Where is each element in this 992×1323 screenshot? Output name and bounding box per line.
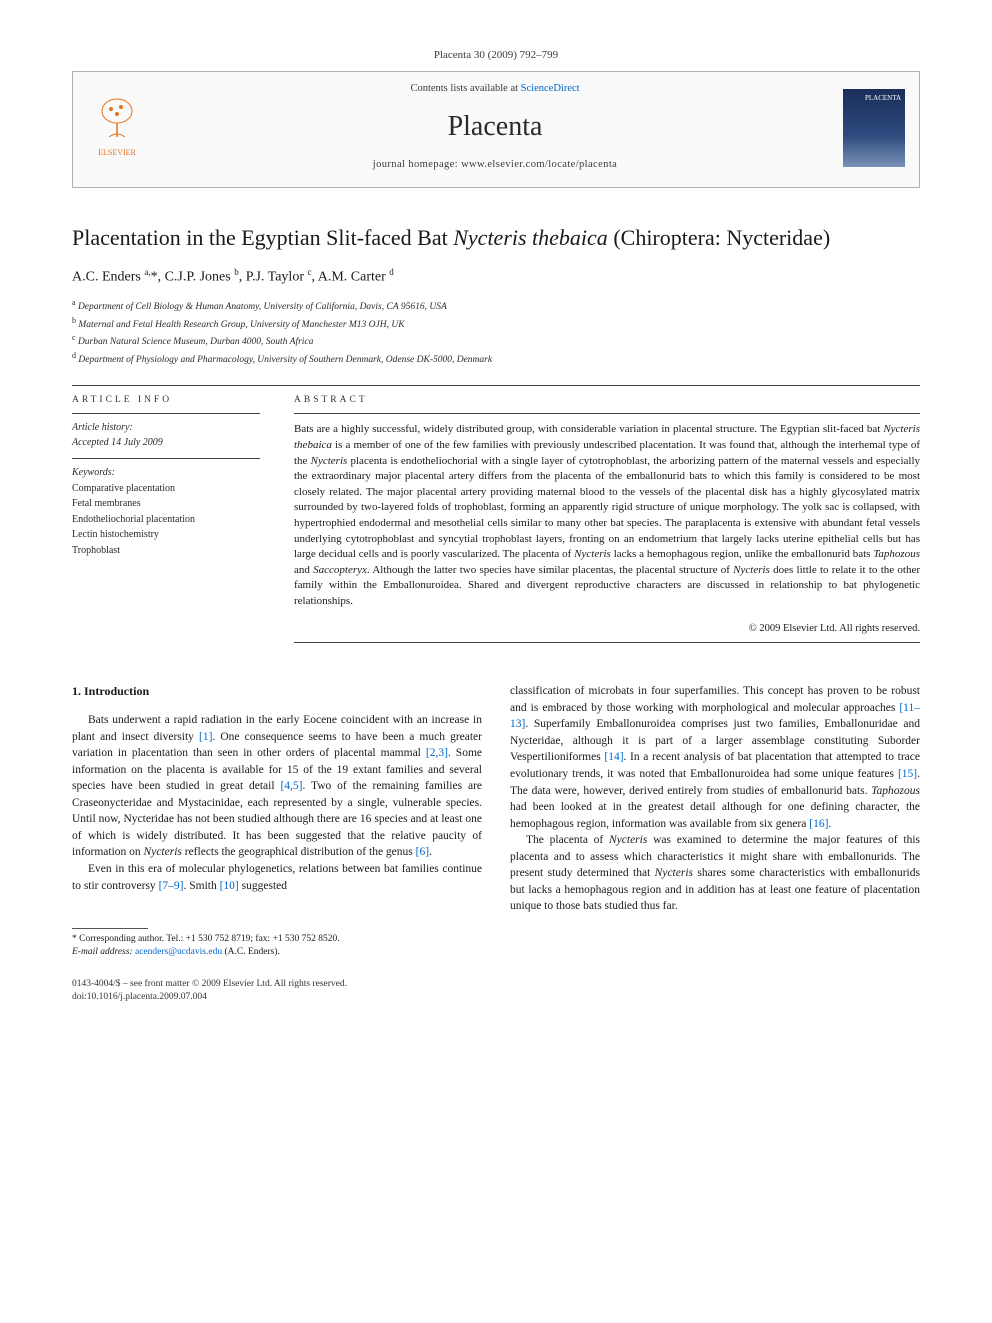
- article-info-sidebar: ARTICLE INFO Article history: Accepted 1…: [72, 386, 260, 643]
- corresponding-email-link[interactable]: acenders@ucdavis.edu: [135, 947, 222, 957]
- article-title: Placentation in the Egyptian Slit-faced …: [72, 224, 920, 252]
- right-column: classification of microbats in four supe…: [510, 683, 920, 1004]
- elsevier-tree-icon: [95, 97, 139, 145]
- citation-link[interactable]: [1]: [199, 731, 212, 743]
- abstract-column: ABSTRACT Bats are a highly successful, w…: [294, 386, 920, 643]
- journal-title: Placenta: [163, 107, 827, 146]
- journal-header: ELSEVIER Contents lists available at Sci…: [72, 71, 920, 188]
- abstract-text: Bats are a highly successful, widely dis…: [294, 414, 920, 615]
- citation-link[interactable]: [4,5]: [280, 780, 302, 792]
- citation-link[interactable]: [16]: [809, 818, 828, 830]
- sciencedirect-link[interactable]: ScienceDirect: [521, 83, 580, 94]
- abstract-copyright: © 2009 Elsevier Ltd. All rights reserved…: [294, 622, 920, 637]
- citation-link[interactable]: [11–13]: [510, 702, 920, 731]
- intro-body-right: classification of microbats in four supe…: [510, 683, 920, 915]
- footnote-separator: [72, 928, 148, 929]
- citation-link[interactable]: [15]: [898, 768, 917, 780]
- copyright-footer: 0143-4004/$ – see front matter © 2009 El…: [72, 978, 482, 1005]
- citation-link[interactable]: [2,3]: [426, 747, 448, 759]
- abstract-label: ABSTRACT: [294, 386, 920, 413]
- contents-available: Contents lists available at ScienceDirec…: [163, 82, 827, 97]
- article-info-label: ARTICLE INFO: [72, 386, 260, 413]
- author-list: A.C. Enders a,*, C.J.P. Jones b, P.J. Ta…: [72, 266, 920, 287]
- elsevier-name: ELSEVIER: [98, 147, 136, 158]
- keywords: Keywords: Comparative placentationFetal …: [72, 459, 260, 566]
- corresponding-footnote: * Corresponding author. Tel.: +1 530 752…: [72, 933, 482, 960]
- journal-homepage: journal homepage: www.elsevier.com/locat…: [163, 158, 827, 173]
- intro-body-left: Bats underwent a rapid radiation in the …: [72, 712, 482, 894]
- intro-heading: 1. Introduction: [72, 683, 482, 700]
- citation-link[interactable]: [10]: [220, 880, 239, 892]
- running-citation: Placenta 30 (2009) 792–799: [72, 48, 920, 63]
- body-two-column: 1. Introduction Bats underwent a rapid r…: [72, 683, 920, 1004]
- elsevier-logo: ELSEVIER: [87, 95, 147, 161]
- journal-cover-thumbnail: PLACENTA: [843, 89, 905, 167]
- affiliations: a Department of Cell Biology & Human Ana…: [72, 297, 920, 367]
- divider: [294, 642, 920, 643]
- citation-link[interactable]: [6]: [416, 846, 429, 858]
- left-column: 1. Introduction Bats underwent a rapid r…: [72, 683, 482, 1004]
- citation-link[interactable]: [14]: [604, 751, 623, 763]
- citation-link[interactable]: [7–9]: [159, 880, 184, 892]
- article-history: Article history: Accepted 14 July 2009: [72, 414, 260, 458]
